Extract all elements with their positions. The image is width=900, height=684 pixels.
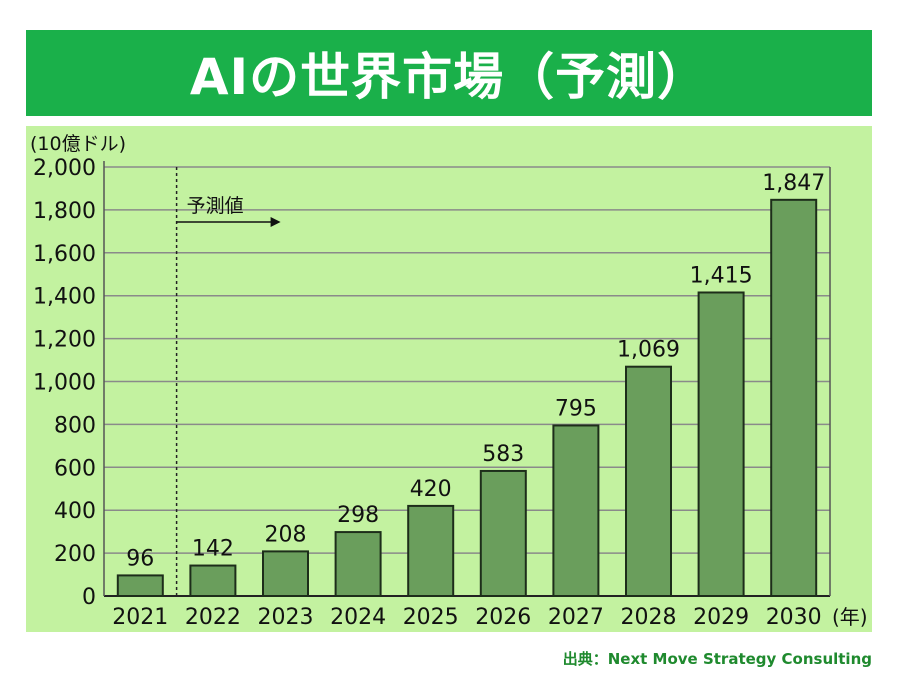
bar [116,574,164,598]
bar [479,469,527,597]
data-label: 142 [192,537,234,562]
chart-title: AIの世界市場（予測） [189,48,709,106]
y-tick-label: 1,000 [33,371,96,396]
y-axis-label: (10億ドル) [30,133,126,155]
bar [407,504,455,597]
x-tick-label: 2023 [258,605,314,630]
x-tick-label: 2030 [766,605,822,630]
bar [334,531,382,597]
data-label: 583 [482,442,524,467]
data-label: 1,069 [617,338,680,363]
y-tick-label: 2,000 [33,156,96,181]
y-tick-label: 600 [54,456,96,481]
x-axis-unit: (年) [832,605,868,629]
bar [552,424,600,597]
y-tick-label: 400 [54,499,96,524]
data-label: 1,415 [690,263,753,288]
bar [262,550,309,597]
x-tick-label: 2026 [475,605,531,630]
x-tick-label: 2024 [330,605,386,630]
x-tick-label: 2021 [112,605,168,630]
y-tick-label: 0 [82,585,96,610]
x-tick-label: 2027 [548,605,604,630]
y-tick-label: 1,600 [33,242,96,267]
x-tick-label: 2022 [185,605,241,630]
forecast-annotation: 予測値 [187,195,244,217]
forecast-arrow-head [270,217,281,227]
y-tick-label: 1,400 [33,285,96,310]
data-label: 208 [265,522,307,547]
data-label: 795 [555,396,597,421]
title-bar: AIの世界市場（予測） [26,30,872,116]
data-label: 1,847 [762,171,825,196]
x-tick-label: 2025 [403,605,459,630]
bar [189,564,237,598]
bar [697,291,745,597]
data-label: 96 [126,546,154,571]
data-label: 298 [337,503,379,528]
y-tick-label: 1,800 [33,199,96,224]
y-tick-label: 800 [54,413,96,438]
source-credit: 出典：Next Move Strategy Consulting [562,650,872,668]
data-label: 420 [410,477,452,502]
bar [625,365,672,597]
y-tick-label: 1,200 [33,328,96,353]
x-tick-label: 2028 [621,605,677,630]
x-tick-label: 2029 [693,605,749,630]
y-tick-label: 200 [54,542,96,567]
bar [770,198,818,597]
